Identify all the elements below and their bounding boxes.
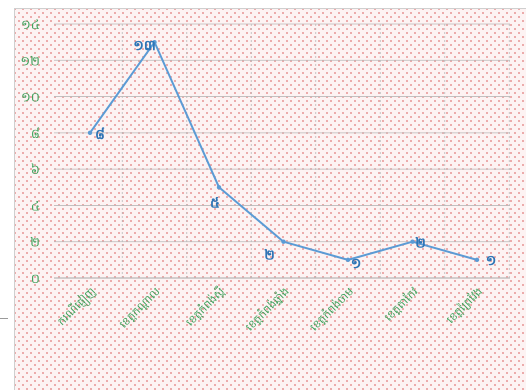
x-tick-label: ខេត្តកំពង់ឆ្នាំង: [242, 284, 291, 333]
data-label: ១: [351, 256, 362, 272]
y-tick-label: ៦: [31, 163, 40, 178]
y-tick-label: ១២: [20, 54, 40, 69]
y-tick-label: ១៤: [21, 18, 40, 33]
series-line: [89, 41, 478, 261]
data-point: [152, 39, 157, 45]
x-tick-label: ខេត្តកណ្ដាល: [117, 285, 163, 331]
y-axis-tick-labels: ០ ២ ៤ ៦ ៨ ១០ ១២ ១៤: [20, 18, 40, 287]
y-tick-label: ៨: [31, 127, 40, 142]
data-label: ៨: [95, 127, 105, 143]
x-tick-label: ករណីផ្ញៀញ: [54, 284, 99, 329]
page-corner-mark: [0, 318, 8, 319]
y-tick-label: ១០: [21, 91, 40, 106]
data-label: ២: [415, 236, 426, 252]
data-label: ១: [486, 253, 497, 269]
series-line-layer: [87, 39, 480, 263]
x-tick-label: ខេត្តកំពង់ស្ពឺ: [183, 284, 227, 328]
x-tick-label: ខេត្តព្រៃវែង: [443, 284, 485, 326]
data-point: [410, 239, 415, 244]
data-label: ៥: [210, 195, 220, 211]
y-tick-label: ២: [30, 236, 40, 251]
x-axis-tick-labels: ករណីផ្ញៀញ ខេត្តកណ្ដាល ខេត្តកំពង់ស្ពឺ ខេត្តក…: [54, 284, 485, 334]
x-tick-label: ខេត្តតាកែវ: [381, 284, 421, 324]
data-point: [216, 185, 222, 190]
y-tick-label: ៤: [31, 199, 40, 214]
data-point: [474, 257, 480, 263]
y-tick-label: ០: [31, 272, 40, 287]
data-label: ២: [264, 248, 275, 264]
x-tick-label: ខេត្តកំពង់ចាម: [307, 284, 356, 333]
data-label: ១៣: [133, 38, 156, 54]
data-point: [345, 257, 351, 263]
data-point: [87, 130, 93, 136]
chart-area: [14, 8, 526, 390]
data-point: [281, 239, 286, 244]
